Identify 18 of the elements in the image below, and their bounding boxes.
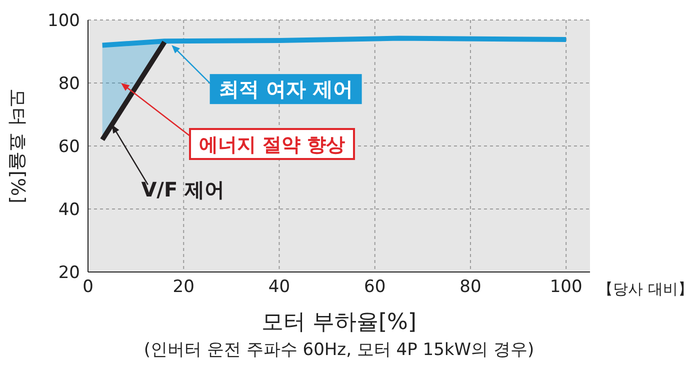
text: 【당사 대비】 [598,280,690,299]
x-tick-label: 20 [172,277,194,298]
series-label: 최적 여자 제어 [218,77,353,102]
text: (인버터 운전 주파수 60Hz, 모터 4P 15kW의 경우) [142,339,536,362]
x-tick-label: 100 [550,277,582,298]
text: V/F 제어 [141,178,225,202]
y-tick-label: 60 [58,137,80,158]
y-tick-label: 20 [58,263,80,284]
annotation: 에너지 절약 향상 [198,134,346,156]
x-tick-label: 0 [82,277,94,298]
x-tick-label: 80 [460,277,482,298]
y-tick-label: 100 [48,11,80,32]
x-tick-label: 60 [364,277,386,298]
x-tick-label: 40 [268,277,290,298]
x-axis-title: 모터 부하율[%] [260,309,418,337]
y-tick-label: 80 [58,74,80,94]
y-tick-label: 40 [58,200,80,220]
y-axis-title: 모터 효율[%] [6,88,28,204]
